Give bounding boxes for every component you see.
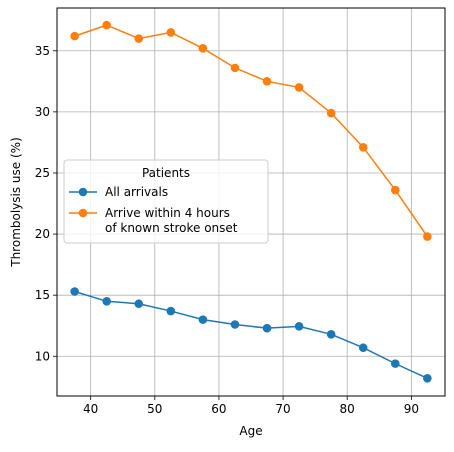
plot-frame	[56, 7, 446, 397]
data-point	[294, 83, 304, 92]
y-tick-label: 30	[35, 105, 50, 119]
x-tick-label: 50	[147, 402, 162, 416]
data-point	[390, 359, 400, 368]
data-point	[134, 34, 144, 43]
y-tick-label: 20	[35, 227, 50, 241]
data-point	[423, 373, 432, 383]
legend: Patients All arrivals Arrive within 4 hour…	[63, 159, 269, 244]
legend-box	[63, 159, 269, 244]
data-point	[70, 287, 79, 296]
data-point	[166, 28, 176, 37]
x-tick-label: 80	[340, 402, 355, 416]
x-tick-label: 90	[404, 402, 419, 416]
data-point	[102, 20, 112, 30]
data-point	[230, 320, 240, 329]
x-tick-label: 70	[275, 402, 290, 416]
series-line	[74, 24, 428, 237]
legend-title: Patients	[142, 166, 190, 180]
y-tick-label: 15	[35, 288, 50, 302]
data-point	[326, 108, 336, 118]
data-point	[198, 315, 208, 324]
data-point	[423, 232, 432, 241]
data-point	[262, 77, 272, 86]
legend-marker	[78, 187, 88, 197]
ticks: 40 50 60 70 80 90 10 15 20 25 30 35	[35, 44, 419, 416]
data-point	[262, 323, 272, 333]
legend-label: Arrive within 4 hours of known stroke ons…	[105, 206, 238, 235]
x-tick-label: 60	[211, 402, 226, 416]
data-point	[358, 143, 368, 152]
data-point	[134, 299, 144, 309]
y-tick-label: 35	[35, 44, 50, 58]
data-point	[390, 185, 400, 195]
x-axis-label: Age	[239, 424, 262, 438]
legend-marker	[78, 208, 88, 218]
data-point	[294, 322, 304, 331]
data-point	[102, 296, 112, 306]
data-point	[230, 63, 240, 73]
x-tick-label: 40	[83, 402, 98, 416]
series-line	[74, 290, 428, 379]
series-1	[70, 287, 432, 383]
y-tick-label: 10	[35, 349, 50, 363]
legend-label: All arrivals	[105, 185, 168, 199]
data-point	[198, 44, 208, 53]
data-point	[70, 31, 79, 41]
series-2	[70, 20, 432, 241]
data-point	[326, 329, 336, 339]
y-axis-label: Thrombolysis use (%)	[9, 137, 23, 268]
data-point	[166, 306, 176, 316]
y-tick-label: 25	[35, 166, 50, 180]
data-point	[358, 343, 368, 353]
series-layer	[70, 20, 432, 383]
